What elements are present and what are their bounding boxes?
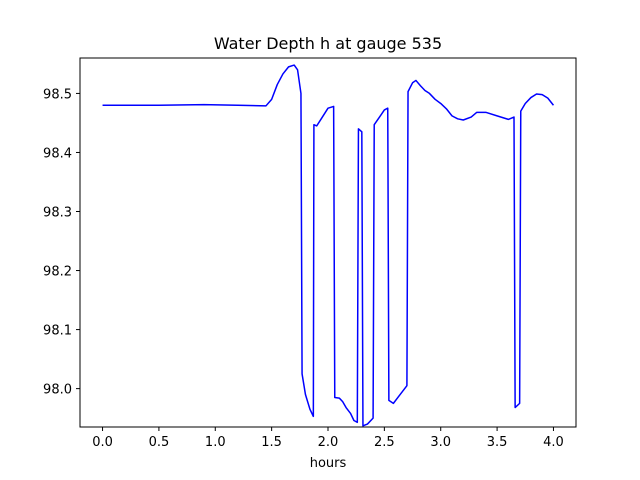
x-tick-label: 2.5 <box>374 435 395 450</box>
y-tick-label: 98.0 <box>43 383 72 398</box>
x-tick-label: 2.0 <box>318 435 339 450</box>
x-tick-label: 1.0 <box>205 435 226 450</box>
y-tick-label: 98.4 <box>43 146 72 161</box>
y-tick-label: 98.1 <box>43 324 72 339</box>
x-axis-label: hours <box>310 456 347 471</box>
x-tick-label: 0.0 <box>92 435 113 450</box>
series-line-1 <box>102 64 555 427</box>
x-tick-label: 3.0 <box>430 435 451 450</box>
y-tick-label: 98.2 <box>43 265 72 280</box>
y-tick-label: 98.3 <box>43 206 72 221</box>
y-tick-label: 98.5 <box>43 87 72 102</box>
x-tick-label: 0.5 <box>149 435 170 450</box>
chart-title: Water Depth h at gauge 535 <box>214 34 442 53</box>
x-tick-label: 3.5 <box>487 435 508 450</box>
y-axis: 98.0 98.1 98.2 98.3 98.4 98.5 <box>43 87 80 398</box>
plot-area <box>102 64 555 427</box>
x-tick-label: 1.5 <box>261 435 282 450</box>
x-tick-label: 4.0 <box>543 435 564 450</box>
x-axis: 0.0 0.5 1.0 1.5 2.0 2.5 3.0 3.5 4.0 <box>92 427 564 450</box>
